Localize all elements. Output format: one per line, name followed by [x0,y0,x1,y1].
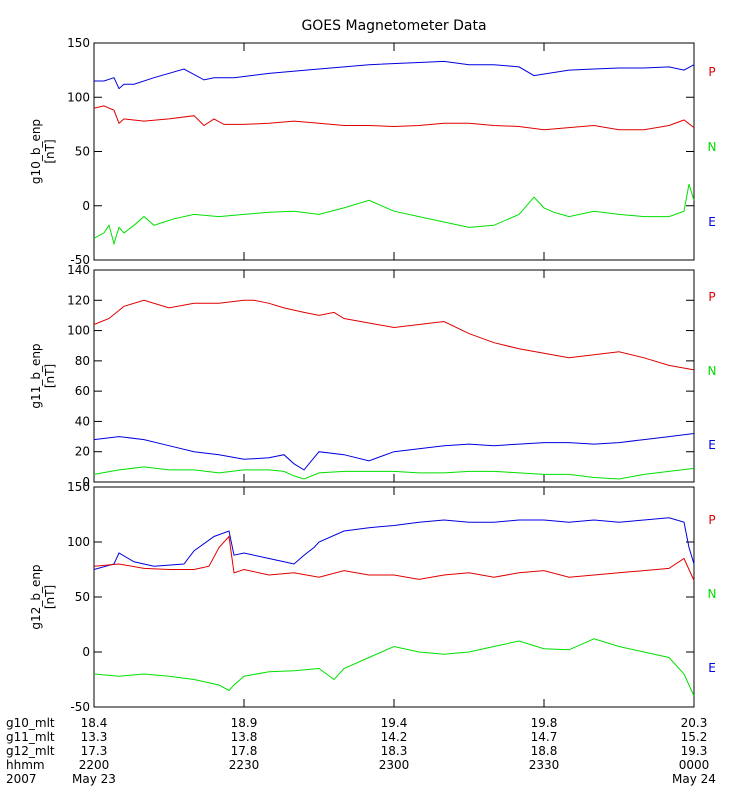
hhmm-tick-label: 2200 [79,758,110,772]
y-tick-label: 0 [82,645,90,659]
time-axis-footer: g10_mltg11_mltg12_mlthhmm200718.413.317.… [6,716,716,786]
y-tick-label: 50 [75,145,90,159]
mlt-tick-label: 19.8 [531,716,558,730]
y-tick-label: 100 [67,324,90,338]
series-line-E [93,638,695,697]
footer-row-label: g12_mlt [6,744,55,758]
y-axis-unit: [nT] [43,585,57,609]
series-line-N [93,466,695,480]
hhmm-tick-label: 2300 [379,758,410,772]
y-tick-label: 0 [82,199,90,213]
y-axis-unit: [nT] [43,364,57,388]
panel-frame [93,486,695,708]
y-tick-label: 150 [67,36,90,50]
y-tick-label: 20 [75,445,90,459]
mlt-tick-label: 19.3 [681,744,708,758]
mlt-tick-label: 19.4 [381,716,408,730]
footer-row-label: g10_mlt [6,716,55,730]
series-line-N [93,535,695,581]
mlt-tick-label: 17.8 [231,744,258,758]
panel-g11_b_enp: 0 20 40 60 80 100 120 140 g11_b_enp [nT] P N E [29,263,716,489]
hhmm-tick-label: 2230 [229,758,260,772]
panel-g10_b_enp: -50 0 50 100 150 g10_b_enp [nT] P N E [29,36,716,267]
y-tick-label: 140 [67,263,90,277]
footer-row-label: g11_mlt [6,730,55,744]
legend-E: E [708,438,716,452]
y-tick-label: 80 [75,354,90,368]
y-tick-label: 100 [67,90,90,104]
series-line-E [93,433,695,471]
series-line-N [93,105,695,131]
series-line-P [93,517,695,570]
mlt-tick-label: 15.2 [681,730,708,744]
y-tick-label: -50 [70,253,90,267]
y-tick-label: 50 [75,590,90,604]
y-axis-label: g12_b_enp [29,564,43,629]
mlt-tick-label: 17.3 [81,744,108,758]
y-tick-label: 60 [75,384,90,398]
legend-E: E [708,215,716,229]
date-tick-label: May 23 [72,772,116,786]
legend-P: P [708,513,715,527]
y-axis-label: g11_b_enp [29,343,43,408]
mlt-tick-label: 13.3 [81,730,108,744]
y-tick-label: 100 [67,535,90,549]
mlt-tick-label: 14.7 [531,730,558,744]
mlt-tick-label: 18.3 [381,744,408,758]
y-axis-label: g10_b_enp [29,119,43,184]
panel-frame [93,42,695,261]
y-axis-unit: [nT] [43,139,57,163]
y-tick-label: 40 [75,414,90,428]
chart-title: GOES Magnetometer Data [301,18,486,34]
date-tick-label: May 24 [672,772,716,786]
mlt-tick-label: 13.8 [231,730,258,744]
y-tick-label: 0 [82,475,90,489]
mlt-tick-label: 18.4 [81,716,108,730]
panel-frame [93,269,695,483]
mlt-tick-label: 18.8 [531,744,558,758]
series-line-P [94,60,695,90]
mlt-tick-label: 20.3 [681,716,708,730]
y-tick-label: 120 [67,293,90,307]
hhmm-tick-label: 0000 [679,758,710,772]
series-line-P [93,299,695,371]
legend-N: N [708,364,717,378]
legend-P: P [708,290,715,304]
hhmm-tick-label: 2330 [529,758,560,772]
panel-g12_b_enp: -50 0 50 100 150 g12_b_enp [nT] P N E [29,480,716,714]
y-tick-label: -50 [70,700,90,714]
mlt-tick-label: 14.2 [381,730,408,744]
mlt-tick-label: 18.9 [231,716,258,730]
footer-row-label: hhmm [6,758,45,772]
series-line-E [93,183,695,246]
legend-N: N [708,587,717,601]
footer-row-label: 2007 [6,772,37,786]
legend-E: E [708,661,716,675]
legend-N: N [708,140,717,154]
y-tick-label: 150 [67,480,90,494]
legend-P: P [708,65,715,79]
